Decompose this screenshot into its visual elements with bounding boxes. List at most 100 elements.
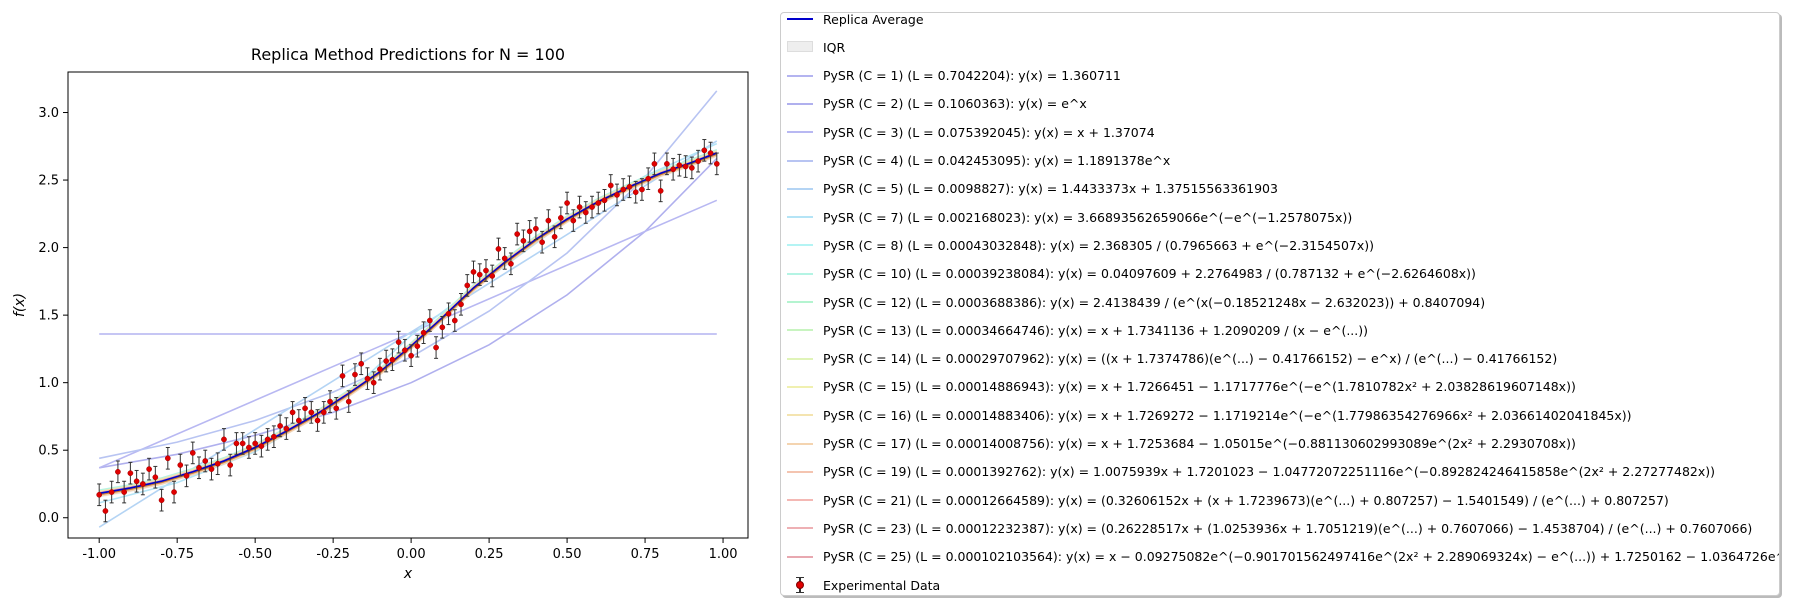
data-point bbox=[465, 283, 470, 288]
legend-label: IQR bbox=[823, 40, 845, 55]
legend-item: PySR (C = 23) (L = 0.00012232387): y(x) … bbox=[781, 519, 1752, 537]
data-point bbox=[103, 508, 108, 513]
data-point bbox=[190, 450, 195, 455]
legend-label: PySR (C = 19) (L = 0.0001392762): y(x) =… bbox=[823, 464, 1715, 479]
pysr-curve-12 bbox=[99, 151, 717, 491]
data-point bbox=[477, 272, 482, 277]
data-point bbox=[421, 330, 426, 335]
legend-item: PySR (C = 3) (L = 0.075392045): y(x) = x… bbox=[781, 123, 1155, 141]
x-tick-label: -0.75 bbox=[160, 547, 194, 562]
data-point bbox=[359, 361, 364, 366]
y-tick-label: 1.0 bbox=[38, 376, 59, 391]
data-point bbox=[490, 273, 495, 278]
pysr-curve-9 bbox=[99, 152, 717, 492]
data-point bbox=[315, 418, 320, 423]
data-point bbox=[502, 256, 507, 261]
data-point bbox=[702, 148, 707, 153]
legend-swatch bbox=[787, 463, 813, 481]
legend-label: PySR (C = 8) (L = 0.00043032848): y(x) =… bbox=[823, 238, 1374, 253]
data-point bbox=[271, 434, 276, 439]
data-point bbox=[203, 458, 208, 463]
data-point bbox=[552, 234, 557, 239]
data-point bbox=[309, 410, 314, 415]
legend-swatch bbox=[787, 321, 813, 339]
data-point bbox=[221, 437, 226, 442]
data-point bbox=[496, 246, 501, 251]
pysr-curve-14 bbox=[99, 155, 717, 495]
legend-swatch bbox=[787, 350, 813, 368]
data-point bbox=[321, 410, 326, 415]
legend-label: PySR (C = 10) (L = 0.00039238084): y(x) … bbox=[823, 266, 1476, 281]
pysr-curve-7 bbox=[99, 150, 717, 490]
data-point bbox=[515, 231, 520, 236]
legend-label: PySR (C = 1) (L = 0.7042204): y(x) = 1.3… bbox=[823, 68, 1121, 83]
data-point bbox=[409, 353, 414, 358]
data-point bbox=[646, 176, 651, 181]
x-tick-label: 0.50 bbox=[553, 547, 582, 562]
legend-item: PySR (C = 7) (L = 0.002168023): y(x) = 3… bbox=[781, 208, 1352, 226]
data-point bbox=[128, 471, 133, 476]
data-point bbox=[165, 456, 170, 461]
data-point bbox=[171, 489, 176, 494]
data-point bbox=[97, 492, 102, 497]
data-point bbox=[246, 445, 251, 450]
data-point bbox=[658, 188, 663, 193]
data-point bbox=[390, 357, 395, 362]
pysr-curve-13 bbox=[99, 156, 717, 496]
legend-swatch bbox=[787, 12, 813, 28]
data-point bbox=[371, 380, 376, 385]
y-tick-label: 2.5 bbox=[38, 174, 59, 189]
legend-label: Experimental Data bbox=[823, 578, 940, 593]
data-point bbox=[571, 218, 576, 223]
x-axis-label: x bbox=[403, 566, 413, 582]
data-point bbox=[627, 184, 632, 189]
plot-frame bbox=[68, 72, 748, 538]
data-point bbox=[521, 238, 526, 243]
legend-swatch bbox=[787, 406, 813, 424]
legend-item: PySR (C = 15) (L = 0.00014886943): y(x) … bbox=[781, 378, 1576, 396]
data-point bbox=[334, 406, 339, 411]
legend-swatch bbox=[787, 123, 813, 141]
pysr-best-fit-strand bbox=[99, 154, 717, 494]
legend-label: Replica Average bbox=[823, 12, 924, 27]
data-point bbox=[471, 269, 476, 274]
legend-swatch bbox=[787, 67, 813, 85]
y-tick-label: 0.5 bbox=[38, 444, 59, 459]
legend-label: PySR (C = 12) (L = 0.0003688386): y(x) =… bbox=[823, 295, 1485, 310]
data-point bbox=[184, 473, 189, 478]
legend-label: PySR (C = 2) (L = 0.1060363): y(x) = e^x bbox=[823, 96, 1087, 111]
data-point bbox=[296, 418, 301, 423]
legend-label: PySR (C = 21) (L = 0.00012664589): y(x) … bbox=[823, 493, 1669, 508]
legend-swatch bbox=[787, 378, 813, 396]
data-point bbox=[564, 200, 569, 205]
pysr-curve-15 bbox=[99, 154, 717, 494]
legend-item: PySR (C = 16) (L = 0.00014883406): y(x) … bbox=[781, 406, 1632, 424]
legend-swatch bbox=[787, 435, 813, 453]
data-point bbox=[284, 426, 289, 431]
data-point bbox=[677, 163, 682, 168]
data-point bbox=[596, 200, 601, 205]
data-point bbox=[278, 423, 283, 428]
data-point bbox=[621, 187, 626, 192]
data-point bbox=[415, 344, 420, 349]
legend-item: PySR (C = 13) (L = 0.00034664746): y(x) … bbox=[781, 321, 1368, 339]
data-point bbox=[664, 161, 669, 166]
legend-label: PySR (C = 15) (L = 0.00014886943): y(x) … bbox=[823, 379, 1576, 394]
y-tick-label: 3.0 bbox=[38, 106, 59, 121]
data-point bbox=[602, 198, 607, 203]
legend-label: PySR (C = 3) (L = 0.075392045): y(x) = x… bbox=[823, 125, 1155, 140]
data-point bbox=[115, 469, 120, 474]
data-point bbox=[228, 462, 233, 467]
y-tick-label: 0.0 bbox=[38, 511, 59, 526]
data-point bbox=[652, 161, 657, 166]
data-point bbox=[558, 215, 563, 220]
data-point bbox=[689, 165, 694, 170]
legend-item: PySR (C = 2) (L = 0.1060363): y(x) = e^x bbox=[781, 95, 1087, 113]
y-axis-label: f(x) bbox=[12, 293, 28, 317]
data-point bbox=[583, 210, 588, 215]
data-point bbox=[714, 161, 719, 166]
legend-swatch bbox=[787, 236, 813, 254]
x-tick-label: 0.75 bbox=[631, 547, 660, 562]
data-point bbox=[483, 268, 488, 273]
data-point bbox=[402, 348, 407, 353]
